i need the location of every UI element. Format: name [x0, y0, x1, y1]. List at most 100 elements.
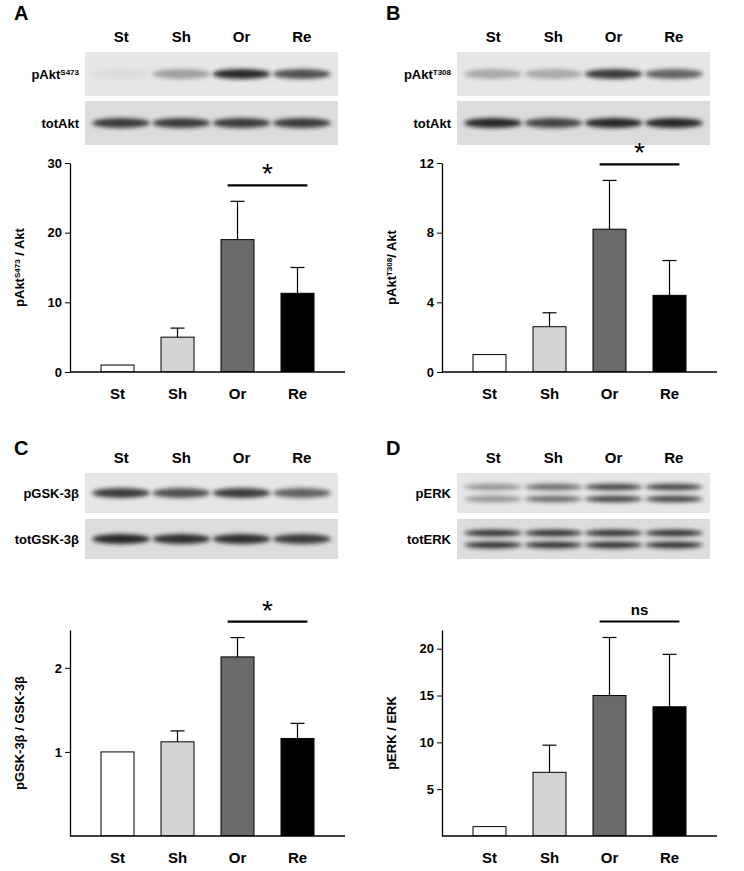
annotation: ns — [631, 601, 649, 618]
error-bar — [663, 261, 677, 296]
blot-band — [273, 118, 331, 128]
lane-label: St — [114, 28, 129, 45]
error-cap — [603, 637, 617, 638]
bar — [593, 696, 626, 836]
bar — [653, 707, 686, 836]
lane-label: Re — [292, 28, 311, 45]
bar — [221, 657, 254, 836]
bar — [533, 772, 566, 836]
bar — [281, 293, 314, 372]
error-line — [237, 638, 238, 657]
y-tick: 0 — [427, 365, 442, 380]
y-axis-line — [442, 164, 443, 373]
blot: StShOrRepAktT308totAkt — [404, 28, 710, 145]
lane-label: Sh — [544, 28, 563, 45]
blot-band — [585, 496, 643, 502]
label-part: totERK — [407, 532, 452, 547]
blot-strip — [85, 519, 338, 559]
x-tick-label: Or — [229, 385, 247, 402]
label-part: pAkt — [12, 277, 27, 307]
error-bar — [291, 723, 305, 738]
y-axis: 12 — [55, 631, 71, 837]
label-part: pAkt — [384, 275, 399, 305]
error-bar — [171, 328, 185, 337]
blot-band — [464, 496, 522, 502]
blot-band — [645, 496, 703, 502]
bar — [533, 327, 566, 372]
error-bar — [543, 745, 557, 772]
x-axis: StShOrRe — [70, 836, 345, 866]
x-axis: StShOrRe — [70, 372, 345, 402]
y-axis-title: pAktS473 / Akt — [12, 227, 27, 307]
y-tick: 8 — [427, 225, 442, 240]
label-superscript: S473 — [13, 259, 22, 278]
error-bar — [231, 201, 245, 239]
blot-strip — [457, 52, 710, 96]
x-tick: Sh — [540, 836, 559, 866]
y-tick-mark — [437, 649, 442, 650]
x-tick: Re — [660, 836, 679, 866]
error-bar — [663, 654, 677, 706]
annotation: * — [634, 137, 645, 168]
x-axis-line — [442, 835, 717, 836]
x-tick: St — [482, 372, 497, 402]
error-bar — [171, 731, 185, 742]
y-tick-label: 0 — [55, 365, 62, 380]
label-part: totAkt — [413, 116, 451, 131]
y-tick-mark — [65, 668, 70, 669]
lane-label: Or — [233, 449, 251, 466]
panel: AStShOrRepAktS473totAkt0102030StShOrRepA… — [12, 2, 345, 402]
lane-label: Re — [664, 28, 683, 45]
y-axis-title: pAktT308/ Akt — [384, 229, 399, 304]
blot-strip — [457, 519, 710, 559]
error-cap — [291, 267, 305, 268]
y-tick: 5 — [427, 782, 442, 797]
x-tick-label: Or — [229, 849, 247, 866]
x-tick: St — [110, 372, 125, 402]
blot-band — [524, 484, 582, 490]
blot-band — [152, 118, 210, 128]
y-tick: 2 — [55, 660, 70, 675]
error-cap — [663, 260, 677, 261]
y-tick-label: 15 — [420, 688, 434, 703]
blot: StShOrRepAktS473totAkt — [31, 28, 338, 145]
blot-band — [585, 542, 643, 548]
bar — [281, 738, 314, 836]
x-tick-label: Sh — [540, 849, 559, 866]
x-tick: Sh — [168, 836, 187, 866]
x-tick: Or — [601, 836, 619, 866]
bar — [101, 752, 134, 836]
label-part: / Akt — [384, 229, 399, 257]
panel: DStShOrRepERKtotERK5101520StShOrRepERK /… — [384, 437, 717, 866]
error-line — [177, 731, 178, 742]
y-tick-mark — [437, 789, 442, 790]
y-tick: 20 — [48, 225, 70, 240]
y-tick-label: 30 — [48, 156, 62, 171]
blot-band — [92, 118, 150, 128]
x-tick-label: St — [110, 385, 125, 402]
blot-band — [524, 542, 582, 548]
error-line — [297, 268, 298, 294]
y-tick-label: 2 — [55, 660, 62, 675]
blot-label: totERK — [407, 532, 452, 547]
blot-band — [213, 69, 271, 79]
blot-band — [585, 118, 643, 128]
blot-band — [152, 534, 210, 544]
error-bar — [291, 268, 305, 294]
blot-label: totAkt — [41, 116, 79, 131]
lane-label: Or — [605, 28, 623, 45]
x-tick: Or — [229, 836, 247, 866]
x-axis-line — [70, 371, 345, 372]
blot-band — [273, 534, 331, 544]
y-tick-mark — [65, 163, 70, 164]
x-tick: Or — [601, 372, 619, 402]
blot-label: pERK — [416, 486, 452, 501]
y-axis-line — [70, 631, 71, 837]
y-tick-mark — [65, 372, 70, 373]
blot-band — [464, 542, 522, 548]
blot-strip — [85, 473, 338, 513]
lane-label: St — [486, 449, 501, 466]
blot-band — [273, 488, 331, 498]
blot-band — [645, 530, 703, 536]
error-bar — [543, 313, 557, 327]
